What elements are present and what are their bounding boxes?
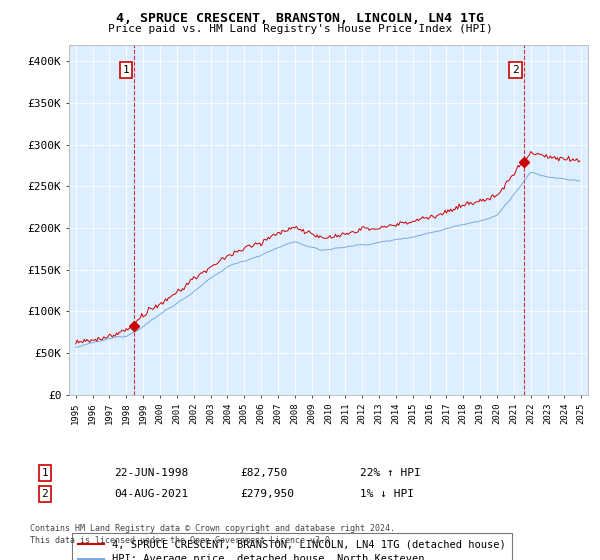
Legend: 4, SPRUCE CRESCENT, BRANSTON, LINCOLN, LN4 1TG (detached house), HPI: Average pr: 4, SPRUCE CRESCENT, BRANSTON, LINCOLN, L… xyxy=(71,533,512,560)
Text: 22% ↑ HPI: 22% ↑ HPI xyxy=(360,468,421,478)
Text: 1: 1 xyxy=(122,65,129,75)
Text: 22-JUN-1998: 22-JUN-1998 xyxy=(114,468,188,478)
Text: 4, SPRUCE CRESCENT, BRANSTON, LINCOLN, LN4 1TG: 4, SPRUCE CRESCENT, BRANSTON, LINCOLN, L… xyxy=(116,12,484,25)
Text: £279,950: £279,950 xyxy=(240,489,294,499)
Text: 2: 2 xyxy=(512,65,519,75)
Text: This data is licensed under the Open Government Licence v3.0.: This data is licensed under the Open Gov… xyxy=(30,536,335,545)
Text: 1: 1 xyxy=(41,468,49,478)
Text: Price paid vs. HM Land Registry's House Price Index (HPI): Price paid vs. HM Land Registry's House … xyxy=(107,24,493,34)
Text: 2: 2 xyxy=(41,489,49,499)
Text: 1% ↓ HPI: 1% ↓ HPI xyxy=(360,489,414,499)
Text: £82,750: £82,750 xyxy=(240,468,287,478)
Text: 04-AUG-2021: 04-AUG-2021 xyxy=(114,489,188,499)
Text: Contains HM Land Registry data © Crown copyright and database right 2024.: Contains HM Land Registry data © Crown c… xyxy=(30,524,395,533)
